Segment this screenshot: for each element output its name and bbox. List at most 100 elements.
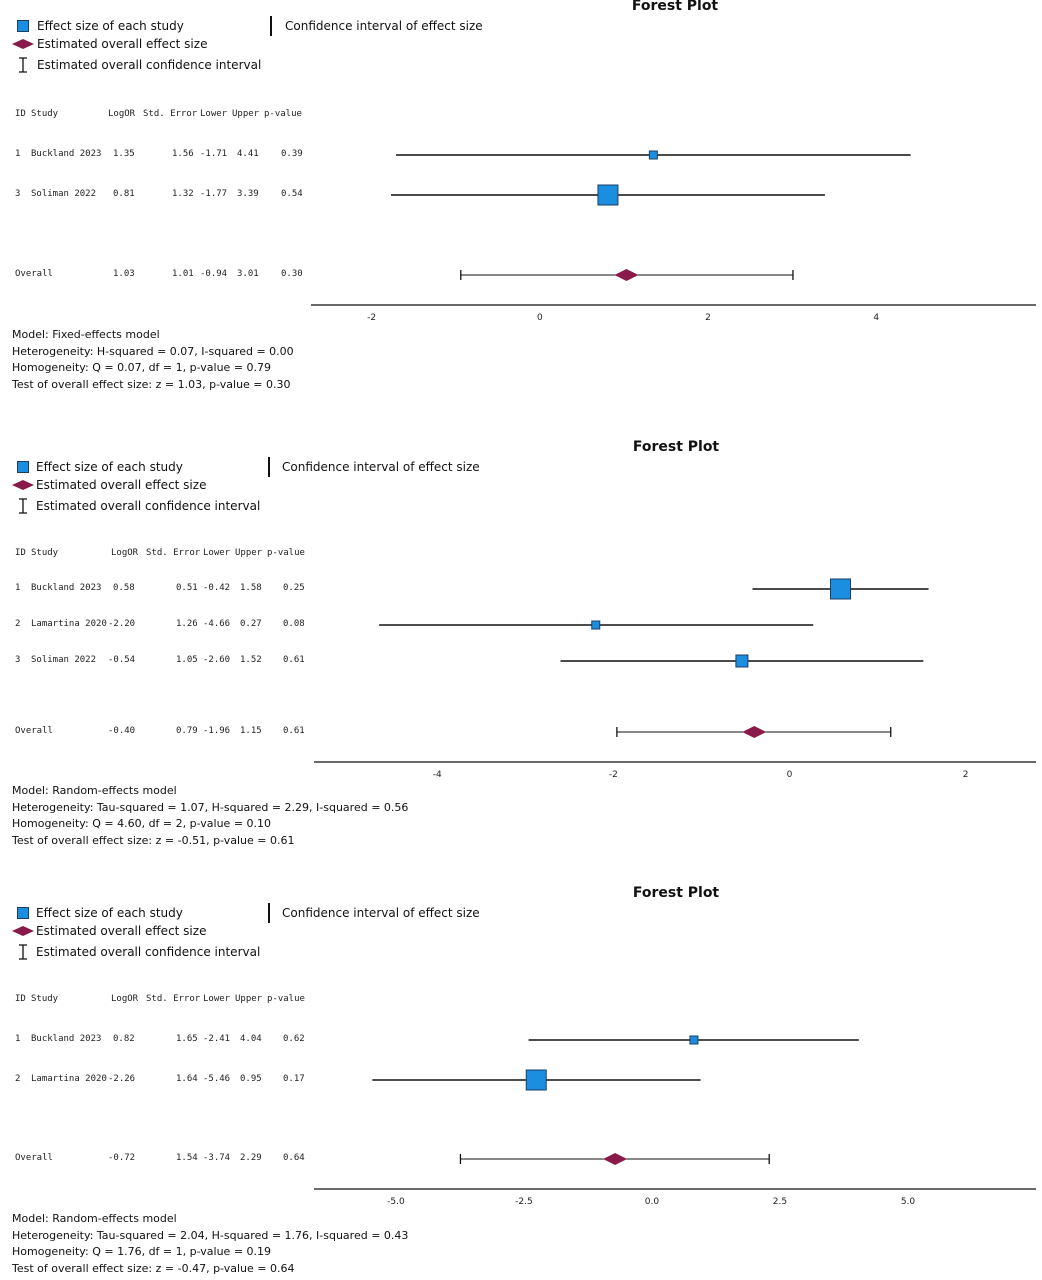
- overall-std-error: 0.79: [176, 726, 198, 736]
- overall-ci-icon: [19, 944, 27, 960]
- row-id: 3: [15, 655, 21, 665]
- overall-logor: -0.40: [108, 726, 136, 736]
- table-header-logor: LogOR: [111, 994, 139, 1004]
- overall-std-error: 1.54: [176, 1153, 198, 1163]
- row-logor: 0.58: [113, 583, 135, 593]
- row-logor: 1.35: [113, 149, 135, 159]
- model-info-line: Test of overall effect size: z = -0.47, …: [12, 1261, 295, 1275]
- model-info-line: Heterogeneity: Tau-squared = 2.04, H-squ…: [12, 1228, 409, 1242]
- row-logor: 0.81: [113, 189, 135, 199]
- study-effect-square: [597, 184, 619, 206]
- legend-overall-label: Estimated overall effect size: [36, 924, 207, 938]
- row-upper: 0.95: [240, 1074, 262, 1084]
- model-info-line: Model: Fixed-effects model: [12, 328, 160, 341]
- x-tick-label: 5.0: [901, 1197, 916, 1207]
- row-upper: 4.04: [240, 1034, 262, 1044]
- overall-label: Overall: [15, 726, 53, 736]
- x-tick-label: -2: [367, 313, 376, 323]
- table-header-study: Study: [31, 994, 59, 1004]
- overall-effect-diamond: [614, 269, 639, 281]
- table-header-lower: Lower: [200, 109, 228, 119]
- row-p-value: 0.61: [283, 655, 305, 665]
- legend-ci-label: Confidence interval of effect size: [282, 906, 480, 920]
- row-id: 1: [15, 149, 21, 159]
- table-header-study: Study: [31, 548, 59, 558]
- overall-ci-icon: [19, 498, 27, 514]
- legend-overall-label: Estimated overall effect size: [36, 478, 207, 492]
- forest-plot-svg: -2 0 2 4: [311, 150, 1036, 323]
- legend-study-label: Effect size of each study: [36, 460, 183, 474]
- ci-line-icon: [268, 457, 270, 477]
- table-header-lower: Lower: [203, 548, 231, 558]
- table-header-std-error: Std. Error: [146, 548, 201, 558]
- row-study: Lamartina 2020: [31, 1074, 107, 1084]
- legend-overall-ci-label: Estimated overall confidence interval: [37, 58, 262, 72]
- overall-diamond-icon: [12, 480, 34, 490]
- ci-line-icon: [268, 903, 270, 923]
- x-tick-label: -2.5: [515, 1197, 533, 1207]
- legend-ci-label: Confidence interval of effect size: [285, 19, 483, 33]
- overall-lower: -0.94: [200, 269, 228, 279]
- overall-p-value: 0.61: [283, 726, 305, 736]
- overall-lower: -1.96: [203, 726, 231, 736]
- row-std-error: 1.32: [172, 189, 194, 199]
- row-logor: 0.82: [113, 1034, 135, 1044]
- model-info-line: Heterogeneity: Tau-squared = 1.07, H-squ…: [12, 800, 409, 814]
- table-header-p-value: p-value: [264, 109, 302, 119]
- table-header-study: Study: [31, 109, 59, 119]
- model-info-line: Homogeneity: Q = 4.60, df = 2, p-value =…: [12, 817, 272, 830]
- overall-std-error: 1.01: [172, 269, 194, 279]
- row-upper: 4.41: [237, 149, 259, 159]
- forest-plot-panel-1: Forest Plot Effect size of each study Es…: [0, 0, 1042, 410]
- plot-title: Forest Plot: [632, 439, 720, 455]
- model-info-line: Homogeneity: Q = 0.07, df = 1, p-value =…: [12, 361, 272, 374]
- table-header-logor: LogOR: [108, 109, 136, 119]
- overall-logor: -0.72: [108, 1153, 136, 1163]
- row-lower: -4.66: [203, 619, 231, 629]
- x-tick-label: -2: [609, 770, 618, 780]
- row-id: 3: [15, 189, 21, 199]
- row-p-value: 0.62: [283, 1034, 305, 1044]
- table-header-logor: LogOR: [111, 548, 139, 558]
- study-effect-square: [648, 150, 658, 160]
- table-header-upper: Upper: [235, 994, 263, 1004]
- overall-upper: 1.15: [240, 726, 262, 736]
- overall-effect-diamond: [603, 1153, 628, 1165]
- x-tick-label: 4: [873, 313, 879, 323]
- x-tick-label: 2: [963, 770, 969, 780]
- row-lower: -2.60: [203, 655, 231, 665]
- row-study: Buckland 2023: [31, 149, 102, 159]
- forest-plot-panel-3: Forest Plot Effect size of each study Es…: [0, 885, 1042, 1280]
- table-header-p-value: p-value: [267, 994, 305, 1004]
- legend-overall-ci-label: Estimated overall confidence interval: [36, 499, 261, 513]
- row-upper: 1.58: [240, 583, 262, 593]
- row-id: 2: [15, 1074, 21, 1084]
- table-header-p-value: p-value: [267, 548, 305, 558]
- row-upper: 3.39: [237, 189, 259, 199]
- row-lower: -2.41: [203, 1034, 231, 1044]
- legend-study-label: Effect size of each study: [36, 906, 183, 920]
- legend-study-label: Effect size of each study: [37, 19, 184, 33]
- x-tick-label: 0: [537, 313, 543, 323]
- legend-overall-ci-label: Estimated overall confidence interval: [36, 945, 261, 959]
- overall-label: Overall: [15, 1153, 53, 1163]
- overall-effect-diamond: [742, 726, 767, 738]
- row-p-value: 0.54: [281, 189, 303, 199]
- x-tick-label: -5.0: [387, 1197, 405, 1207]
- study-effect-square: [689, 1035, 699, 1045]
- model-info-line: Model: Random-effects model: [12, 1212, 177, 1225]
- legend-ci-label: Confidence interval of effect size: [282, 460, 480, 474]
- overall-label: Overall: [15, 269, 53, 279]
- study-square-icon: [17, 20, 29, 32]
- overall-ci-icon: [19, 57, 27, 73]
- row-logor: -2.26: [108, 1074, 136, 1084]
- row-lower: -1.71: [200, 149, 228, 159]
- row-study: Buckland 2023: [31, 583, 102, 593]
- row-std-error: 1.05: [176, 655, 198, 665]
- x-tick-label: 0.0: [645, 1197, 660, 1207]
- forest-plot-svg: -4 -2 0 2: [314, 578, 1036, 780]
- row-p-value: 0.17: [283, 1074, 305, 1084]
- study-effect-square: [830, 578, 852, 600]
- forest-plot-panel-2: Forest Plot Effect size of each study Es…: [0, 439, 1042, 851]
- row-id: 2: [15, 619, 21, 629]
